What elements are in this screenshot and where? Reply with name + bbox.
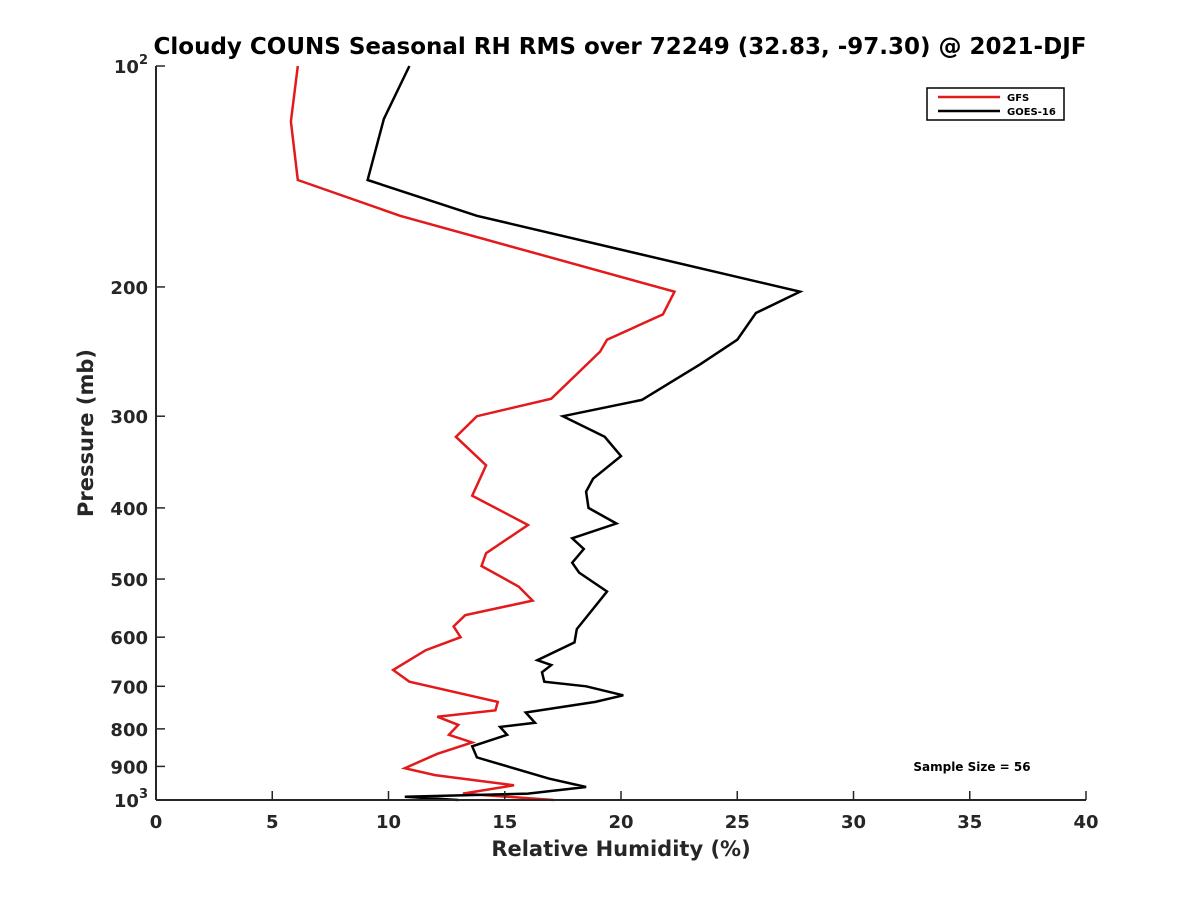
x-axis-label: Relative Humidity (%): [491, 837, 750, 861]
legend-box: [926, 87, 1065, 121]
series-line-goes16: [366, 65, 804, 802]
chart-title: Cloudy COUNS Seasonal RH RMS over 72249 …: [154, 34, 1087, 60]
x-tick-label: 40: [1073, 812, 1098, 833]
y-tick-label: 600: [110, 628, 148, 649]
x-tick-label: 15: [492, 812, 517, 833]
series-line-gfs: [289, 65, 677, 802]
legend: GFS GOES-16: [926, 87, 1065, 121]
y-tick-label: 200: [110, 278, 148, 299]
x-tick-label: 30: [841, 812, 866, 833]
series-layer: [289, 65, 804, 802]
legend-label-goes16: GOES-16: [1007, 107, 1056, 118]
x-tick-label: 20: [608, 812, 633, 833]
y-tick-label: 300: [110, 407, 148, 428]
x-tick-label: 10: [376, 812, 401, 833]
x-tick-label: 25: [725, 812, 750, 833]
y-tick-label: 500: [110, 570, 148, 591]
y-tick-label: 900: [110, 757, 148, 778]
y-tick-label: 800: [110, 720, 148, 741]
x-tick-label: 5: [266, 812, 279, 833]
x-tick-label: 0: [150, 812, 163, 833]
y-tick-label: 102: [114, 53, 148, 78]
y-tick-label: 103: [114, 787, 148, 812]
y-tick-label: 700: [110, 677, 148, 698]
y-tick-label: 400: [110, 499, 148, 520]
legend-label-gfs: GFS: [1007, 93, 1029, 104]
sample-size-annotation: Sample Size = 56: [913, 760, 1030, 774]
y-axis-ticks: 102 200 300 400 500 600 700 800 900 103: [110, 53, 165, 812]
x-tick-label: 35: [957, 812, 982, 833]
y-axis-label: Pressure (mb): [74, 349, 98, 517]
x-axis-ticks: 0 5 10 15 20 25 30 35 40: [150, 791, 1099, 833]
